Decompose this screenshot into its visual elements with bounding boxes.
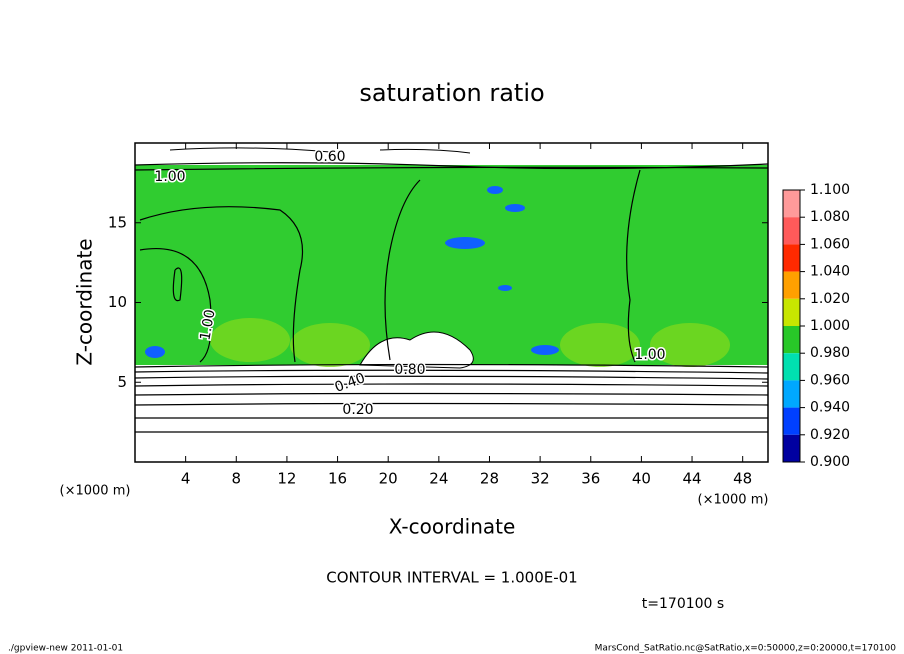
contour-line bbox=[134, 402, 769, 406]
field-patch bbox=[487, 186, 503, 194]
contour-label: 0.60 bbox=[314, 149, 345, 165]
contour-label: 0.80 bbox=[394, 362, 425, 378]
colorbar-segment bbox=[783, 353, 800, 381]
y-axis-label: Z-coordinate bbox=[73, 238, 97, 365]
field-patch bbox=[145, 346, 165, 358]
contour-line bbox=[134, 375, 769, 380]
colorbar-segment bbox=[783, 380, 800, 408]
colorbar-segment bbox=[783, 434, 800, 462]
colorbar-segment bbox=[783, 190, 800, 218]
field-patch bbox=[498, 285, 512, 291]
colorbar-tick-label: 1.040 bbox=[810, 264, 850, 280]
time-label: t=170100 s bbox=[642, 596, 724, 612]
colorbar-tick-label: 0.980 bbox=[810, 345, 850, 361]
colorbar-segment bbox=[783, 407, 800, 435]
colorbar-tick-label: 0.960 bbox=[810, 372, 850, 388]
contour-line bbox=[139, 248, 212, 363]
contour-line bbox=[134, 383, 769, 387]
contour-line bbox=[134, 166, 769, 171]
x-unit-label: (×1000 m) bbox=[60, 484, 131, 499]
contour-label: 1.00 bbox=[154, 169, 185, 185]
chart-title: saturation ratio bbox=[359, 79, 544, 107]
contour-line bbox=[134, 392, 769, 396]
field-patch bbox=[210, 318, 290, 362]
x-tick-label: 28 bbox=[480, 470, 499, 488]
colorbar-segment bbox=[783, 217, 800, 245]
colorbar-tick-label: 1.080 bbox=[810, 209, 850, 225]
x-tick-label: 12 bbox=[277, 470, 296, 488]
x-axis-label: X-coordinate bbox=[389, 515, 516, 539]
field-patch bbox=[445, 237, 485, 249]
x-tick-label: 36 bbox=[581, 470, 600, 488]
colorbar-tick-label: 0.940 bbox=[810, 400, 850, 416]
colorbar-tick-label: 1.100 bbox=[810, 182, 850, 198]
field bbox=[134, 147, 769, 433]
contour-line bbox=[626, 169, 641, 363]
contour-line bbox=[134, 369, 769, 374]
y-tick-label: 15 bbox=[108, 213, 127, 231]
footer-right: MarsCond_SatRatio.nc@SatRatio,x=0:50000,… bbox=[595, 644, 897, 654]
field-patch bbox=[505, 204, 525, 212]
x-tick-label: 8 bbox=[232, 470, 242, 488]
colorbar-segment bbox=[783, 271, 800, 299]
contour-label: 0.40 bbox=[333, 370, 368, 396]
contour-label: 1.00 bbox=[634, 347, 665, 363]
field-patch bbox=[290, 323, 370, 367]
field-patch bbox=[650, 323, 730, 367]
contour-line bbox=[139, 206, 304, 363]
contour-label: 0.20 bbox=[342, 402, 373, 418]
contour-interval: CONTOUR INTERVAL = 1.000E-01 bbox=[326, 569, 577, 587]
contour-line bbox=[169, 147, 471, 154]
colorbar-tick-label: 1.060 bbox=[810, 236, 850, 252]
x-tick-label: 40 bbox=[632, 470, 651, 488]
y-tick-label: 10 bbox=[108, 293, 127, 311]
field-patch bbox=[560, 323, 640, 367]
x-tick-label: 4 bbox=[181, 470, 191, 488]
x-tick-label: 48 bbox=[733, 470, 752, 488]
x-tick-label: 44 bbox=[682, 470, 701, 488]
colorbar-segment bbox=[783, 244, 800, 272]
x-tick-label: 20 bbox=[379, 470, 398, 488]
colorbar-tick-label: 0.920 bbox=[810, 427, 850, 443]
colorbar-tick-label: 1.000 bbox=[810, 318, 850, 334]
contour-line bbox=[172, 267, 183, 302]
x-unit-label: (×1000 m) bbox=[698, 493, 769, 508]
colorbar-tick-label: 1.020 bbox=[810, 291, 850, 307]
contour-line bbox=[134, 363, 769, 368]
field-patch bbox=[531, 345, 559, 355]
footer-left: ./gpview-new 2011-01-01 bbox=[8, 644, 123, 654]
x-tick-label: 16 bbox=[328, 470, 347, 488]
colorbar-tick-label: 0.900 bbox=[810, 454, 850, 470]
colorbar-segment bbox=[783, 326, 800, 354]
colorbar-segment bbox=[783, 298, 800, 326]
y-tick-label: 5 bbox=[117, 373, 127, 391]
x-tick-label: 32 bbox=[531, 470, 550, 488]
unsaturated-patch bbox=[359, 331, 474, 369]
contour-line bbox=[384, 179, 421, 361]
x-tick-label: 24 bbox=[429, 470, 448, 488]
